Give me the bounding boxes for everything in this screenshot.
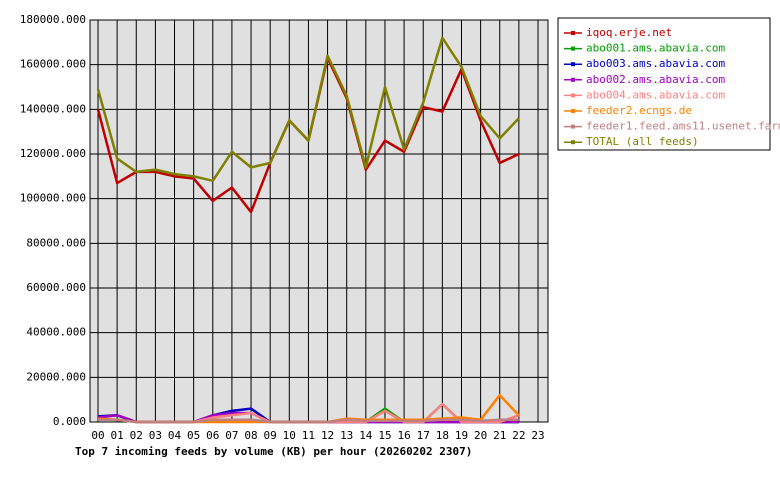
x-tick-label: 12: [321, 429, 334, 442]
legend-label: feeder2.ecngs.de: [586, 104, 692, 117]
x-tick-label: 06: [206, 429, 219, 442]
x-tick-label: 01: [111, 429, 124, 442]
legend-label: abo003.ams.abavia.com: [586, 57, 725, 70]
legend-marker: [571, 109, 575, 113]
x-tick-label: 23: [531, 429, 544, 442]
legend-label: abo002.ams.abavia.com: [586, 73, 725, 86]
legend-label: feeder1.feed.ams11.usenet.farm: [586, 120, 780, 133]
x-tick-label: 19: [455, 429, 468, 442]
x-tick-label: 18: [436, 429, 449, 442]
x-tick-label: 10: [283, 429, 296, 442]
x-tick-label: 15: [378, 429, 391, 442]
x-axis-title: Top 7 incoming feeds by volume (KB) per …: [75, 445, 472, 458]
legend-label: iqoq.erje.net: [586, 26, 672, 39]
x-tick-label: 22: [512, 429, 525, 442]
x-tick-label: 16: [397, 429, 410, 442]
legend-marker: [571, 124, 575, 129]
legend-label: abo001.ams.abavia.com: [586, 42, 725, 55]
y-tick-label: 100000.000: [20, 192, 86, 205]
x-tick-label: 00: [91, 429, 104, 442]
x-tick-label: 07: [225, 429, 238, 442]
legend-marker: [571, 93, 575, 98]
x-tick-label: 05: [187, 429, 200, 442]
legend-box: [557, 17, 771, 151]
x-tick-label: 14: [359, 429, 373, 442]
y-tick-label: 20000.000: [26, 370, 86, 383]
x-tick-label: 09: [264, 429, 277, 442]
legend-marker: [571, 140, 575, 145]
y-tick-label: 120000.000: [20, 147, 86, 160]
y-tick-label: 180000.000: [20, 13, 86, 26]
x-tick-label: 03: [149, 429, 162, 442]
x-tick-label: 04: [168, 429, 182, 442]
x-tick-label: 13: [340, 429, 353, 442]
x-tick-label: 08: [244, 429, 257, 442]
x-tick-label: 21: [493, 429, 506, 442]
y-tick-label: 0.000: [53, 415, 86, 428]
legend-marker: [571, 31, 575, 35]
y-tick-label: 140000.000: [20, 102, 86, 115]
legend-marker: [571, 62, 575, 67]
plot-area: [89, 19, 549, 423]
x-tick-label: 11: [302, 429, 315, 442]
y-tick-label: 160000.000: [20, 58, 86, 71]
y-tick-label: 60000.000: [26, 281, 86, 294]
y-tick-label: 80000.000: [26, 236, 86, 249]
legend-label: TOTAL (all feeds): [586, 135, 699, 148]
y-tick-label: 40000.000: [26, 326, 86, 339]
legend-marker: [571, 77, 575, 82]
legend-label: abo004.ams.abavia.com: [586, 88, 725, 101]
series-line: [98, 418, 519, 424]
x-tick-label: 17: [417, 429, 430, 442]
series-line: [96, 36, 520, 183]
legend-marker: [571, 46, 575, 51]
x-tick-label: 20: [474, 429, 487, 442]
x-tick-label: 02: [130, 429, 143, 442]
